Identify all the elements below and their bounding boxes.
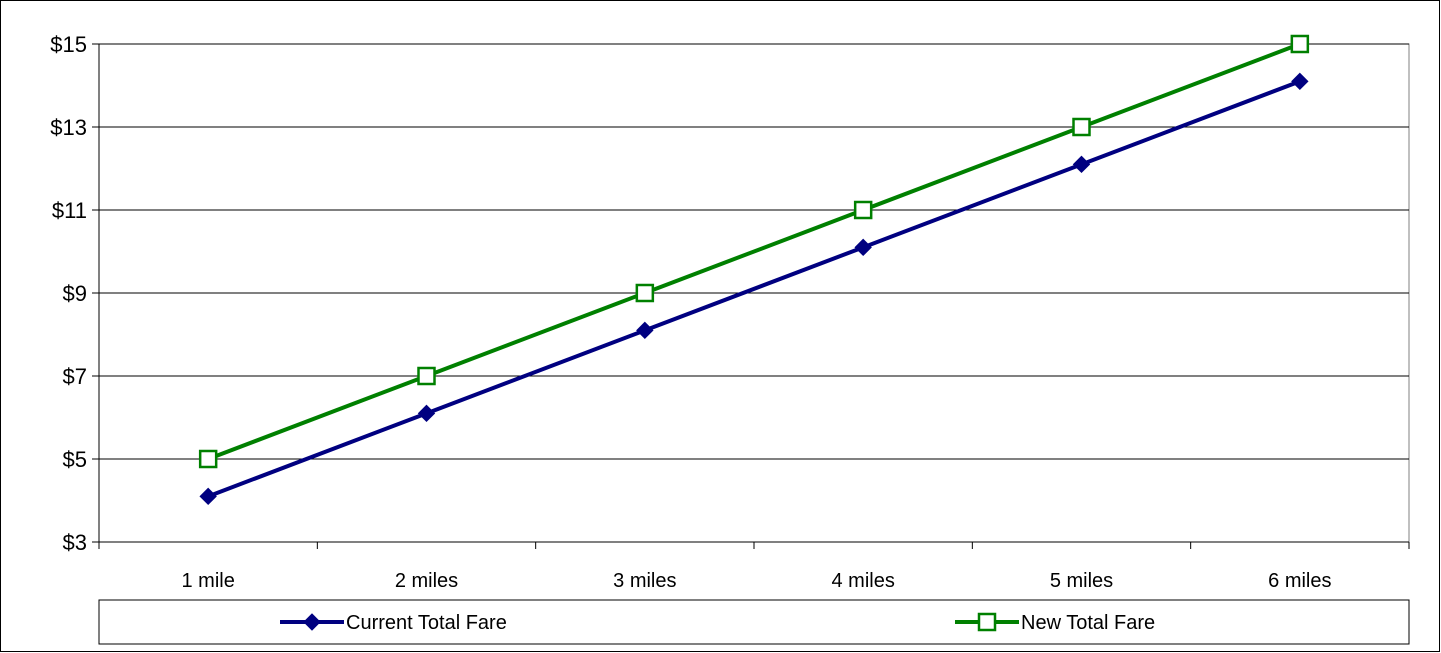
y-tick-label: $15 xyxy=(50,32,87,57)
data-point-marker xyxy=(1072,155,1091,174)
data-point-marker xyxy=(198,449,218,469)
x-tick-label: 4 miles xyxy=(831,570,894,592)
legend-swatch-marker xyxy=(303,613,321,631)
legend-item: Current Total Fare xyxy=(280,612,507,634)
y-tick-label: $5 xyxy=(63,447,87,472)
data-point-marker xyxy=(1072,117,1091,137)
data-point-marker xyxy=(854,238,872,257)
y-axis-tick-labels: $3 $5 $7 $9 $11 $13 $15 xyxy=(50,32,87,555)
legend-item: New Total Fare xyxy=(955,612,1155,634)
y-tick-label: $11 xyxy=(52,198,87,223)
data-point-marker xyxy=(417,404,436,423)
series-layer xyxy=(198,34,1310,506)
x-tick-label: 5 miles xyxy=(1050,570,1113,592)
legend-swatch-marker xyxy=(977,612,997,632)
x-axis-tick-labels: 1 mile 2 miles 3 miles 4 miles 5 miles 6 mile… xyxy=(181,570,1331,592)
series-line xyxy=(207,79,1301,499)
legend-items: Current Total Fare New Total Fare xyxy=(280,612,1155,634)
y-tick-label: $9 xyxy=(63,281,87,306)
x-tick-label: 2 miles xyxy=(395,570,458,592)
x-tick-label: 6 miles xyxy=(1268,570,1331,592)
y-tick-label: $13 xyxy=(50,115,87,140)
series-2 xyxy=(198,34,1310,469)
data-point-marker xyxy=(635,283,655,303)
legend-label: New Total Fare xyxy=(1021,612,1155,634)
data-point-marker xyxy=(853,200,873,220)
series-1 xyxy=(199,72,1309,506)
axes xyxy=(92,43,1410,549)
data-point-marker xyxy=(1290,34,1310,54)
data-point-marker xyxy=(417,366,436,386)
x-tick-label: 3 miles xyxy=(613,570,676,592)
data-point-marker xyxy=(636,321,654,340)
y-tick-label: $3 xyxy=(63,530,87,555)
data-point-marker xyxy=(1291,72,1309,91)
series-line xyxy=(207,42,1301,461)
gridlines xyxy=(99,43,1409,460)
x-tick-label: 1 mile xyxy=(181,570,234,592)
legend-label: Current Total Fare xyxy=(346,612,507,634)
y-tick-label: $7 xyxy=(63,364,87,389)
data-point-marker xyxy=(199,487,217,506)
legend: Current Total Fare New Total Fare xyxy=(98,599,1410,645)
